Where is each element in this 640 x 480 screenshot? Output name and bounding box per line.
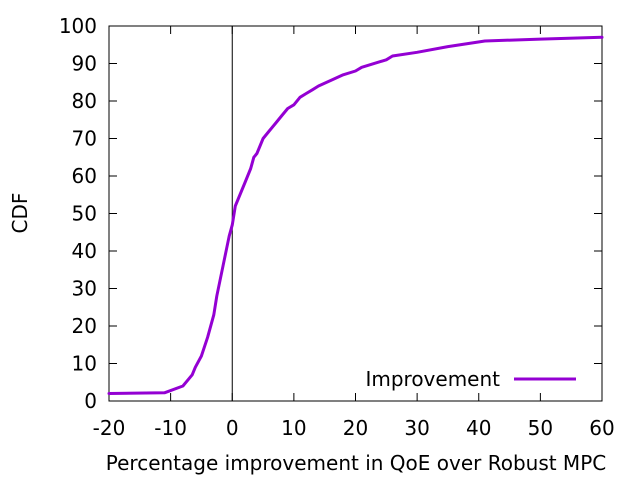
series-line-improvement [107,35,604,395]
y-tick-label: 0 [84,389,97,413]
x-tick-label: 60 [589,416,614,440]
y-tick-label: 40 [72,239,97,263]
y-tick-label: 80 [72,89,97,113]
x-tick-label: 50 [528,416,553,440]
y-tick-label: 50 [72,202,97,226]
x-tick-label: 40 [466,416,491,440]
y-tick-label: 20 [72,314,97,338]
x-tick-label: 20 [343,416,368,440]
y-tick-label: 60 [72,164,97,188]
y-tick-label: 100 [59,14,97,38]
legend-label: Improvement [365,367,500,391]
x-tick-label: 0 [226,416,239,440]
x-tick-label: -10 [154,416,187,440]
x-tick-label: -20 [93,416,126,440]
y-tick-label: 30 [72,277,97,301]
y-tick-label: 70 [72,127,97,151]
plot-frame [108,25,603,402]
y-tick-label: 10 [72,352,97,376]
x-axis-label: Percentage improvement in QoE over Robus… [106,451,606,475]
x-tick-label: 30 [404,416,429,440]
x-tick-label: 10 [281,416,306,440]
y-tick-label: 90 [72,52,97,76]
y-axis-label: CDF [8,193,32,234]
